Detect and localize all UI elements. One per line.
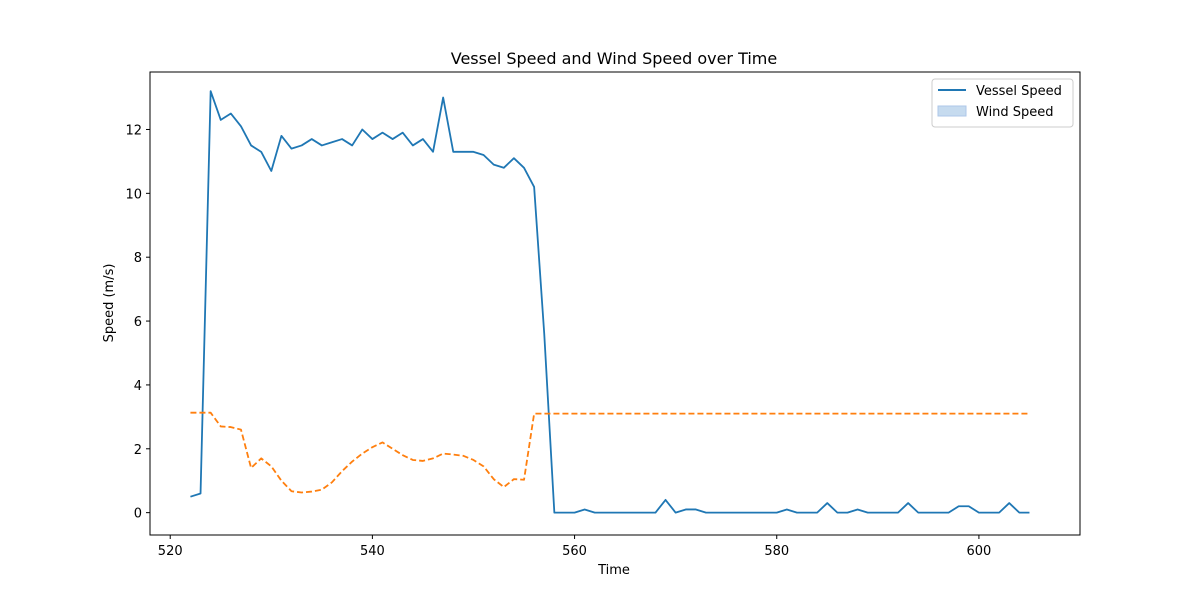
- legend-swatch: [937, 105, 967, 117]
- y-tick-label: 6: [134, 315, 142, 330]
- series-0: [190, 90, 1030, 514]
- series-line: [190, 411, 1030, 494]
- y-tick-label: 0: [134, 507, 142, 522]
- x-tick-label: 580: [764, 544, 789, 559]
- x-tick-label: 520: [158, 544, 183, 559]
- legend-entry-0: Vessel Speed: [938, 84, 1062, 99]
- y-tick-label: 10: [125, 187, 142, 202]
- chart-title: Vessel Speed and Wind Speed over Time: [451, 49, 777, 68]
- plot-area: [150, 72, 1080, 535]
- legend-entry-1: Wind Speed: [937, 105, 1054, 120]
- legend: Vessel Speed Wind Speed: [931, 78, 1074, 128]
- legend-box: [931, 78, 1074, 128]
- axes: 520 540 560 580 600 0 2 4 6 8 10 12: [125, 71, 1081, 559]
- series-layer: [190, 90, 1030, 514]
- legend-label: Wind Speed: [976, 105, 1054, 120]
- x-tick-label: 600: [966, 544, 991, 559]
- x-tick-label: 560: [562, 544, 587, 559]
- axes-frame: [149, 71, 1081, 536]
- y-tick-label: 2: [134, 443, 142, 458]
- x-tick-label: 540: [360, 544, 385, 559]
- x-axis-label: Time: [597, 563, 630, 578]
- series-line: [190, 90, 1030, 514]
- series-1: [190, 411, 1030, 494]
- y-tick-label: 12: [125, 123, 142, 138]
- legend-label: Vessel Speed: [976, 84, 1062, 99]
- plot-background: [150, 72, 1080, 535]
- y-axis-label: Speed (m/s): [102, 264, 117, 343]
- y-tick-label: 4: [134, 379, 142, 394]
- y-tick-label: 8: [134, 251, 142, 266]
